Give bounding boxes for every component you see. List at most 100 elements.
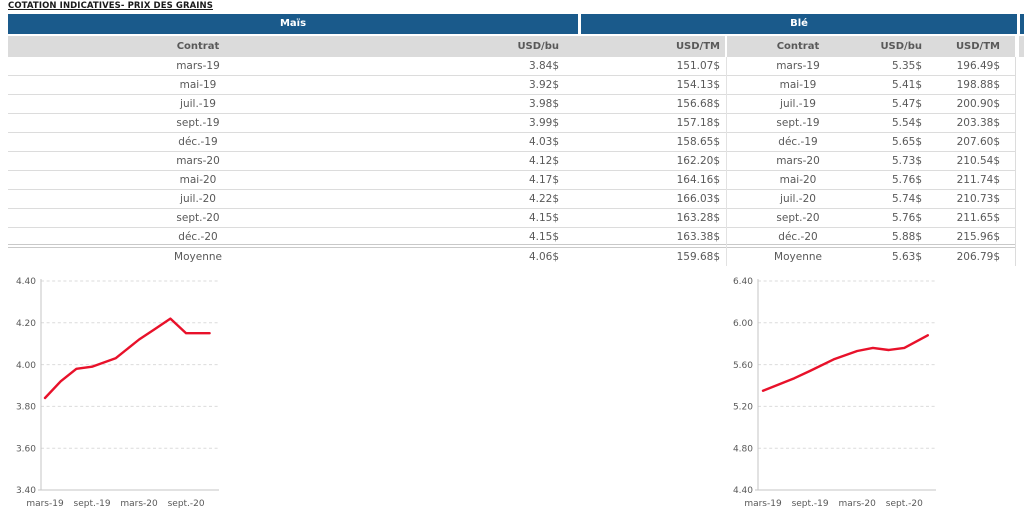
- price-line: [761, 334, 930, 392]
- table-cell: mars-19: [776, 60, 820, 72]
- table-cell: mai-20: [779, 174, 817, 186]
- table-cell: 5.73$: [891, 155, 922, 167]
- col-header-usdbu-mais: USD/bu: [517, 41, 559, 52]
- y-axis-tick-label: 5.60: [733, 361, 753, 371]
- table-cell: sept.-19: [776, 117, 820, 129]
- table-cell: 159.68$: [676, 251, 720, 263]
- table-cell: 4.12$: [528, 155, 559, 167]
- table-cell: 196.49$: [956, 60, 1000, 72]
- table-cell: 5.54$: [891, 117, 922, 129]
- col-header-contrat-ble: Contrat: [776, 41, 820, 52]
- x-axis-tick-label: mars-19: [744, 499, 782, 509]
- table-row: juil.-20 4.22$ 166.03$ juil.-20 5.74$ 210.73$: [8, 190, 1015, 209]
- table-cell: Moyenne: [174, 251, 222, 263]
- table-cell: 5.74$: [891, 193, 922, 205]
- y-axis-tick-label: 3.60: [16, 444, 36, 454]
- table-cell: 5.35$: [891, 60, 922, 72]
- section-header-next-cropped: [1020, 14, 1024, 34]
- y-axis-tick-label: 5.20: [733, 403, 753, 413]
- table-row: mars-19 3.84$ 151.07$ mars-19 5.35$ 196.49$: [8, 57, 1015, 76]
- ble-price-chart: 4.40 4.80 5.20 5.60 6.00 6.40 mars-19 sept.-19 m…: [733, 277, 936, 509]
- table-cell: 4.15$: [528, 212, 559, 224]
- x-axis-tick-label: sept.-19: [74, 499, 111, 509]
- table-cell: 5.76$: [891, 212, 922, 224]
- table-row: mai-20 4.17$ 164.16$ mai-20 5.76$ 211.74$: [8, 171, 1015, 190]
- table-row: déc.-19 4.03$ 158.65$ déc.-19 5.65$ 207.60$: [8, 133, 1015, 152]
- table-cell: déc.-19: [178, 136, 218, 148]
- section-header-ble: Blé: [581, 14, 1017, 34]
- y-axis-tick-label: 4.40: [16, 277, 36, 287]
- table-cell: déc.-20: [178, 231, 218, 243]
- table-row: déc.-20 4.15$ 163.38$ déc.-20 5.88$ 215.96$: [8, 228, 1015, 247]
- table-cell: juil.-19: [180, 98, 216, 110]
- table-cell: 151.07$: [676, 60, 720, 72]
- table-cell: 210.54$: [956, 155, 1000, 167]
- x-axis-tick-label: mars-20: [120, 499, 158, 509]
- table-cell: 200.90$: [956, 98, 1000, 110]
- table-cell: juil.-20: [780, 193, 816, 205]
- table-cell: mars-20: [176, 155, 220, 167]
- table-cell: 3.99$: [528, 117, 559, 129]
- table-cell: 158.65$: [676, 136, 720, 148]
- y-axis-tick-label: 4.20: [16, 319, 36, 329]
- table-cell: 5.63$: [891, 251, 922, 263]
- table-cell: 157.18$: [676, 117, 720, 129]
- y-axis-tick-label: 6.40: [733, 277, 753, 287]
- table-cell: 5.88$: [891, 231, 922, 243]
- table-cell: sept.-20: [176, 212, 220, 224]
- table-cell: 207.60$: [956, 136, 1000, 148]
- section-header-mais: Maïs: [8, 14, 578, 34]
- table-cell: 164.16$: [676, 174, 720, 186]
- table-cell: sept.-20: [776, 212, 820, 224]
- table-cell: juil.-19: [780, 98, 816, 110]
- table-cell: 198.88$: [956, 79, 1000, 91]
- table-cell: mars-20: [776, 155, 820, 167]
- table-cell: 163.28$: [676, 212, 720, 224]
- table-cell: Moyenne: [774, 251, 822, 263]
- y-axis-tick-label: 4.40: [733, 486, 753, 496]
- table-row-average: Moyenne 4.06$ 159.68$ Moyenne 5.63$ 206.79$: [8, 247, 1015, 266]
- table-cell: 211.74$: [956, 174, 1000, 186]
- table-rows: mars-19 3.84$ 151.07$ mars-19 5.35$ 196.49$ ma…: [8, 57, 1016, 266]
- table-row: mai-19 3.92$ 154.13$ mai-19 5.41$ 198.88$: [8, 76, 1015, 95]
- table-cell: mars-19: [176, 60, 220, 72]
- table-cell: 5.47$: [891, 98, 922, 110]
- table-cell: 156.68$: [676, 98, 720, 110]
- column-header-cropped: [1019, 36, 1024, 57]
- table-cell: 162.20$: [676, 155, 720, 167]
- table-cell: 4.22$: [528, 193, 559, 205]
- y-axis-tick-label: 3.80: [16, 403, 36, 413]
- table-cell: déc.-19: [778, 136, 818, 148]
- table-row: sept.-19 3.99$ 157.18$ sept.-19 5.54$ 203.38$: [8, 114, 1015, 133]
- table-row: juil.-19 3.98$ 156.68$ juil.-19 5.47$ 200.90$: [8, 95, 1015, 114]
- x-axis-tick-label: mars-20: [839, 499, 877, 509]
- table-cell: 4.06$: [528, 251, 559, 263]
- x-axis-tick-label: mars-19: [26, 499, 64, 509]
- table-cell: mai-19: [779, 79, 817, 91]
- col-header-contrat-mais: Contrat: [176, 41, 220, 52]
- table-cell: 3.84$: [528, 60, 559, 72]
- table-cell: 5.41$: [891, 79, 922, 91]
- table-cell: 4.03$: [528, 136, 559, 148]
- table-column-header-row: Contrat USD/bu USD/TM Contrat USD/bu USD…: [8, 36, 1015, 57]
- table-cell: 154.13$: [676, 79, 720, 91]
- y-axis-tick-label: 6.00: [733, 319, 753, 329]
- x-axis-tick-label: sept.-19: [792, 499, 829, 509]
- table-cell: mai-20: [179, 174, 217, 186]
- col-header-usdtm-ble: USD/TM: [955, 41, 1000, 52]
- table-row: mars-20 4.12$ 162.20$ mars-20 5.73$ 210.54$: [8, 152, 1015, 171]
- header-section-divider: [725, 36, 727, 57]
- table-cell: 3.98$: [528, 98, 559, 110]
- table-cell: 215.96$: [956, 231, 1000, 243]
- table-cell: juil.-20: [180, 193, 216, 205]
- table-cell: 163.38$: [676, 231, 720, 243]
- table-cell: 5.65$: [891, 136, 922, 148]
- table-cell: 4.17$: [528, 174, 559, 186]
- page-title: COTATION INDICATIVES- PRIX DES GRAINS: [8, 1, 213, 11]
- mais-price-chart: 3.40 3.60 3.80 4.00 4.20 4.40 mars-19 sept.-19 m…: [16, 277, 219, 509]
- table-cell: mai-19: [179, 79, 217, 91]
- table-cell: sept.-19: [176, 117, 220, 129]
- y-axis-tick-label: 4.80: [733, 444, 753, 454]
- y-axis-tick-label: 4.00: [16, 361, 36, 371]
- table-cell: 203.38$: [956, 117, 1000, 129]
